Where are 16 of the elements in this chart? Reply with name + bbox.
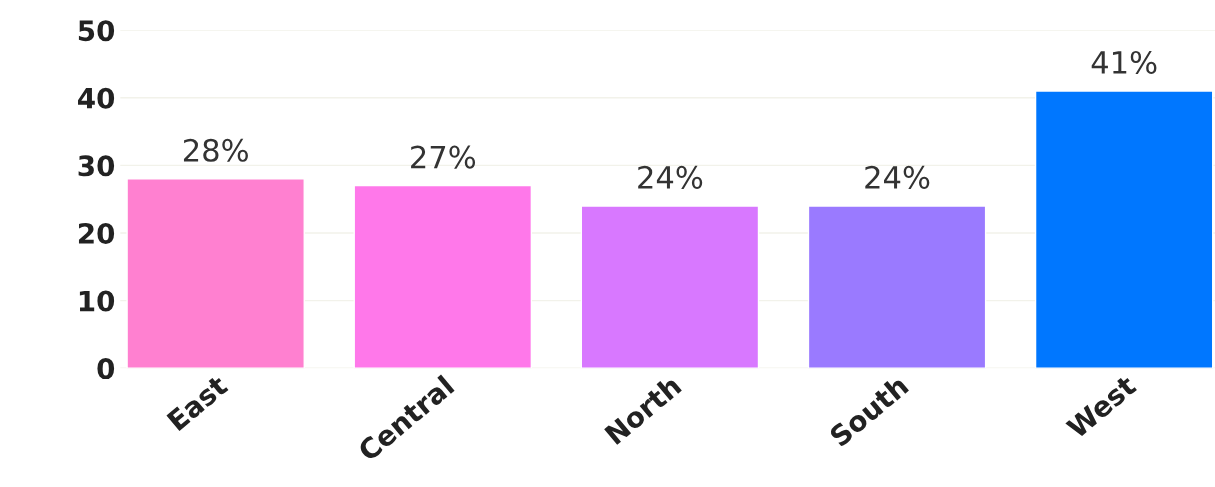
data-label: 24% — [638, 165, 703, 189]
y-tick-label: 10 — [79, 290, 115, 312]
data-label: 27% — [411, 145, 476, 169]
y-tick-label: 0 — [97, 358, 115, 380]
data-label: 41% — [1091, 50, 1157, 74]
bar — [353, 184, 533, 369]
bar — [580, 205, 760, 369]
bar — [807, 205, 987, 369]
data-label: 24% — [865, 165, 930, 189]
y-tick-label: 20 — [78, 222, 115, 244]
y-tick-label: 50 — [78, 20, 115, 42]
bar — [1034, 90, 1214, 369]
data-label: 28% — [183, 138, 248, 162]
bar — [126, 178, 305, 369]
y-tick-label: 30 — [78, 155, 115, 177]
y-tick-label: 40 — [78, 87, 115, 109]
